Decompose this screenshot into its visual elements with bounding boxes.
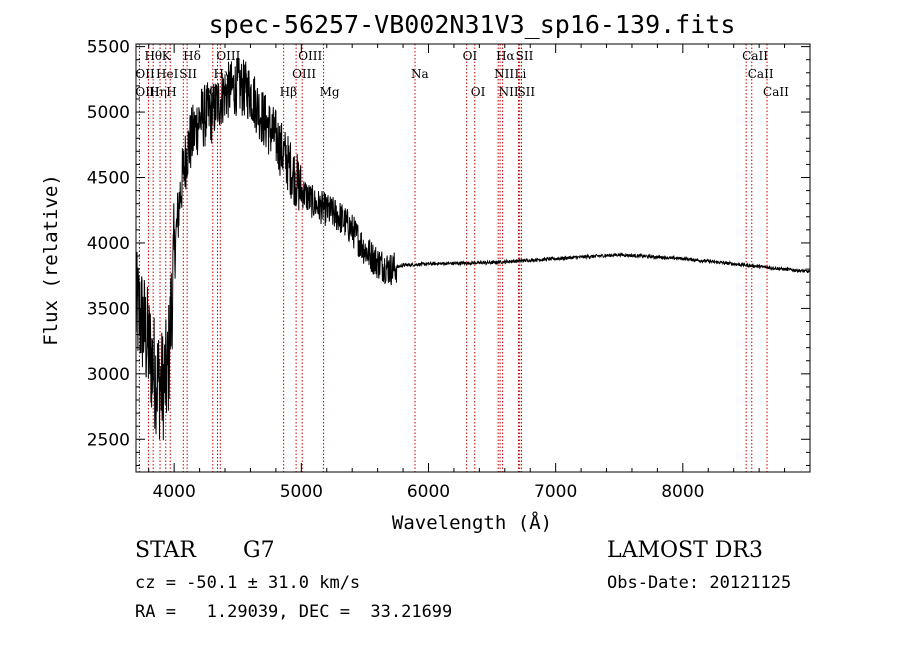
plot-frame — [135, 43, 811, 473]
y-tick-label: 3500 — [87, 299, 130, 319]
y-tick-label: 5500 — [87, 38, 130, 58]
line-label-23: NII — [499, 85, 519, 99]
line-label-15: Mg — [320, 85, 340, 99]
line-label-20: SII — [516, 49, 534, 63]
line-label-7: Hη — [149, 85, 167, 99]
y-axis-ticks: 2500 3000 3500 4000 4500 5000 5500 — [87, 38, 810, 466]
x-tick-label: 4000 — [153, 482, 196, 502]
line-label-8: H — [166, 85, 176, 99]
coordinates: RA = 1.29039, DEC = 33.21699 — [135, 602, 453, 622]
line-label-27: CaII — [763, 85, 789, 99]
y-axis-label: Flux (relative) — [40, 174, 62, 346]
line-label-3: OII — [135, 67, 155, 81]
y-tick-label: 4500 — [87, 169, 130, 189]
line-label-22: Li — [515, 67, 527, 81]
x-tick-label: 7000 — [534, 482, 577, 502]
line-label-25: CaII — [742, 49, 768, 63]
line-label-18: OI — [471, 85, 486, 99]
line-label-1: K — [162, 49, 172, 63]
observation-date: Obs-Date: 20121125 — [607, 573, 792, 593]
line-label-5: SII — [179, 67, 197, 81]
spectral-subclass: G7 — [243, 538, 275, 563]
emission-line-markers — [138, 44, 768, 472]
line-label-16: Na — [411, 67, 429, 81]
x-tick-label: 5000 — [280, 482, 323, 502]
line-label-9: OIII — [216, 49, 240, 63]
line-label-21: NII — [494, 67, 514, 81]
line-label-2: Hδ — [183, 49, 201, 63]
line-label-14: Hβ — [280, 85, 297, 99]
x-axis-ticks: 4000 5000 6000 7000 8000 — [148, 44, 811, 502]
redshift-velocity: cz = -50.1 ± 31.0 km/s — [135, 573, 361, 593]
y-tick-label: 4000 — [87, 234, 130, 254]
line-label-24: SII — [517, 85, 535, 99]
x-tick-label: 8000 — [661, 482, 704, 502]
line-label-12: OIII — [298, 49, 322, 63]
line-label-6: OIII — [135, 85, 159, 99]
line-label-19: Hα — [496, 49, 515, 63]
y-tick-label: 5000 — [87, 103, 130, 123]
line-label-4: HeI — [156, 67, 179, 81]
chart-title: spec-56257-VB002N31V3_sp16-139.fits — [209, 10, 736, 39]
spectrum-line — [135, 57, 811, 441]
x-axis-label: Wavelength (Å) — [392, 511, 552, 534]
object-type: STAR — [135, 538, 196, 563]
survey-name: LAMOST DR3 — [607, 538, 763, 563]
line-label-13: OIII — [292, 67, 316, 81]
line-label-0: Hθ — [144, 49, 162, 63]
line-label-26: CaII — [748, 67, 774, 81]
y-tick-label: 2500 — [87, 430, 130, 450]
line-label-17: OI — [463, 49, 478, 63]
x-tick-label: 6000 — [407, 482, 450, 502]
y-tick-label: 3000 — [87, 365, 130, 385]
